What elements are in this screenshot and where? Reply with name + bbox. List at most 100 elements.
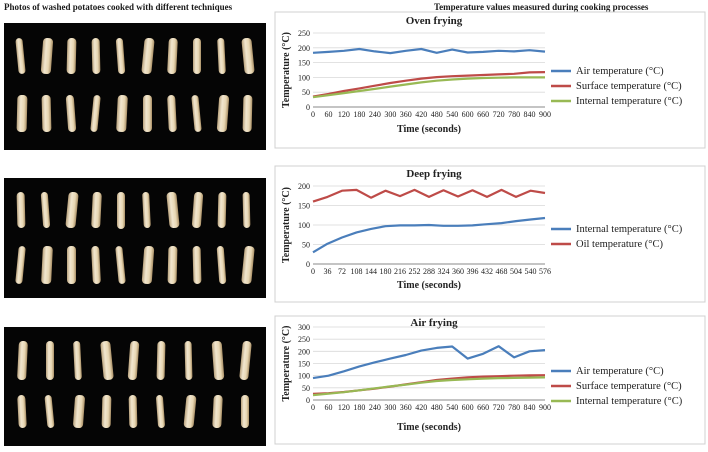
x-tick-label: 324: [438, 267, 450, 276]
x-tick-label: 420: [415, 403, 427, 412]
x-tick-label: 216: [394, 267, 406, 276]
legend-entry: Air temperature (°C): [576, 66, 664, 77]
x-tick-label: 360: [400, 110, 412, 119]
x-tick-label: 432: [481, 267, 493, 276]
x-axis-label: Time (seconds): [397, 280, 461, 291]
x-tick-label: 144: [365, 267, 377, 276]
x-tick-label: 780: [508, 403, 520, 412]
y-tick-label: 200: [298, 182, 310, 191]
x-tick-label: 660: [477, 110, 489, 119]
chart-frame: [274, 11, 706, 149]
x-tick-label: 480: [431, 110, 443, 119]
x-tick-label: 840: [524, 403, 536, 412]
potato-stick: [66, 246, 76, 285]
series-line-surface-temperature-c: [312, 71, 546, 98]
y-axis-label: Temperature (°C): [281, 187, 292, 263]
potato-stick: [142, 95, 152, 133]
potato-stick: [240, 394, 249, 428]
series-line-internal-temperature-c: [312, 216, 546, 254]
chart-frame: [274, 315, 706, 445]
x-tick-label: 240: [369, 110, 381, 119]
x-tick-label: 0: [311, 403, 315, 412]
chart-oven-frying: 0 50 100 150 200 250 0 60 120 180 240 300 360 420 480 5…: [274, 11, 706, 149]
x-tick-label: 600: [462, 403, 474, 412]
x-tick-label: 540: [446, 110, 458, 119]
legend-entry: Surface temperature (°C): [576, 81, 682, 92]
x-tick-label: 360: [452, 267, 464, 276]
chart-frame: [274, 165, 706, 303]
chart-deep-frying: 0 50 100 150 200 0 36 72 108 144 180 216 252 288 324 36…: [274, 165, 706, 303]
photo-oven-frying: [4, 23, 266, 150]
x-tick-label: 300: [384, 403, 396, 412]
potato-stick: [192, 38, 201, 74]
x-tick-label: 60: [324, 110, 332, 119]
x-tick-label: 900: [539, 110, 551, 119]
x-tick-label: 180: [380, 267, 392, 276]
x-tick-label: 120: [338, 110, 350, 119]
x-tick-label: 576: [539, 267, 551, 276]
x-tick-label: 0: [311, 110, 315, 119]
y-tick-label: 150: [298, 360, 310, 369]
x-tick-label: 252: [409, 267, 421, 276]
x-axis-label: Time (seconds): [397, 124, 461, 135]
potato-stick: [117, 192, 126, 229]
y-tick-label: 0: [306, 396, 310, 405]
photos-header: Photos of washed potatoes cooked with di…: [4, 2, 233, 12]
x-tick-label: 240: [369, 403, 381, 412]
x-tick-label: 420: [415, 110, 427, 119]
x-tick-label: 600: [462, 110, 474, 119]
x-tick-label: 180: [353, 403, 365, 412]
x-tick-label: 540: [525, 267, 537, 276]
y-tick-label: 150: [298, 59, 310, 68]
y-tick-label: 100: [298, 73, 310, 82]
legend-entry: Internal temperature (°C): [576, 224, 683, 235]
x-tick-label: 480: [431, 403, 443, 412]
temperature-header: Temperature values measured during cooki…: [434, 2, 649, 12]
x-tick-label: 60: [324, 403, 332, 412]
y-tick-label: 100: [298, 221, 310, 230]
y-axis-label: Temperature (°C): [281, 32, 292, 108]
photo-deep-frying: [4, 178, 266, 298]
chart-title: Air frying: [410, 317, 458, 329]
y-tick-label: 250: [298, 335, 310, 344]
y-tick-label: 0: [306, 103, 310, 112]
x-tick-label: 72: [338, 267, 346, 276]
y-tick-label: 200: [298, 347, 310, 356]
series-line-oil-temperature-c: [312, 188, 546, 203]
y-tick-label: 50: [302, 241, 310, 250]
y-tick-label: 150: [298, 202, 310, 211]
x-tick-label: 300: [384, 110, 396, 119]
series-line-internal-temperature-c: [312, 76, 545, 99]
x-tick-label: 0: [311, 267, 315, 276]
legend-entry: Internal temperature (°C): [576, 96, 683, 107]
series-line-internal-temperature-c: [312, 376, 546, 397]
x-tick-label: 120: [338, 403, 350, 412]
x-tick-label: 540: [446, 403, 458, 412]
x-tick-label: 660: [477, 403, 489, 412]
x-tick-label: 360: [400, 403, 412, 412]
y-tick-label: 250: [298, 29, 310, 38]
y-tick-label: 100: [298, 372, 310, 381]
series-line-air-temperature-c: [312, 345, 546, 380]
x-tick-label: 720: [493, 403, 505, 412]
y-tick-label: 0: [306, 260, 310, 269]
y-axis-label: Temperature (°C): [281, 326, 292, 402]
x-tick-label: 720: [493, 110, 505, 119]
x-tick-label: 468: [496, 267, 508, 276]
chart-title: Deep frying: [406, 168, 462, 180]
y-tick-label: 50: [302, 384, 310, 393]
x-tick-label: 108: [351, 267, 363, 276]
x-tick-label: 900: [539, 403, 551, 412]
x-axis-label: Time (seconds): [397, 422, 461, 433]
x-tick-label: 396: [467, 267, 479, 276]
y-tick-label: 200: [298, 44, 310, 53]
x-tick-label: 780: [508, 110, 520, 119]
legend-entry: Surface temperature (°C): [576, 381, 682, 392]
y-tick-label: 50: [302, 88, 310, 97]
x-tick-label: 840: [524, 110, 536, 119]
chart-title: Oven frying: [406, 15, 463, 27]
legend-entry: Oil temperature (°C): [576, 239, 664, 250]
x-tick-label: 180: [353, 110, 365, 119]
